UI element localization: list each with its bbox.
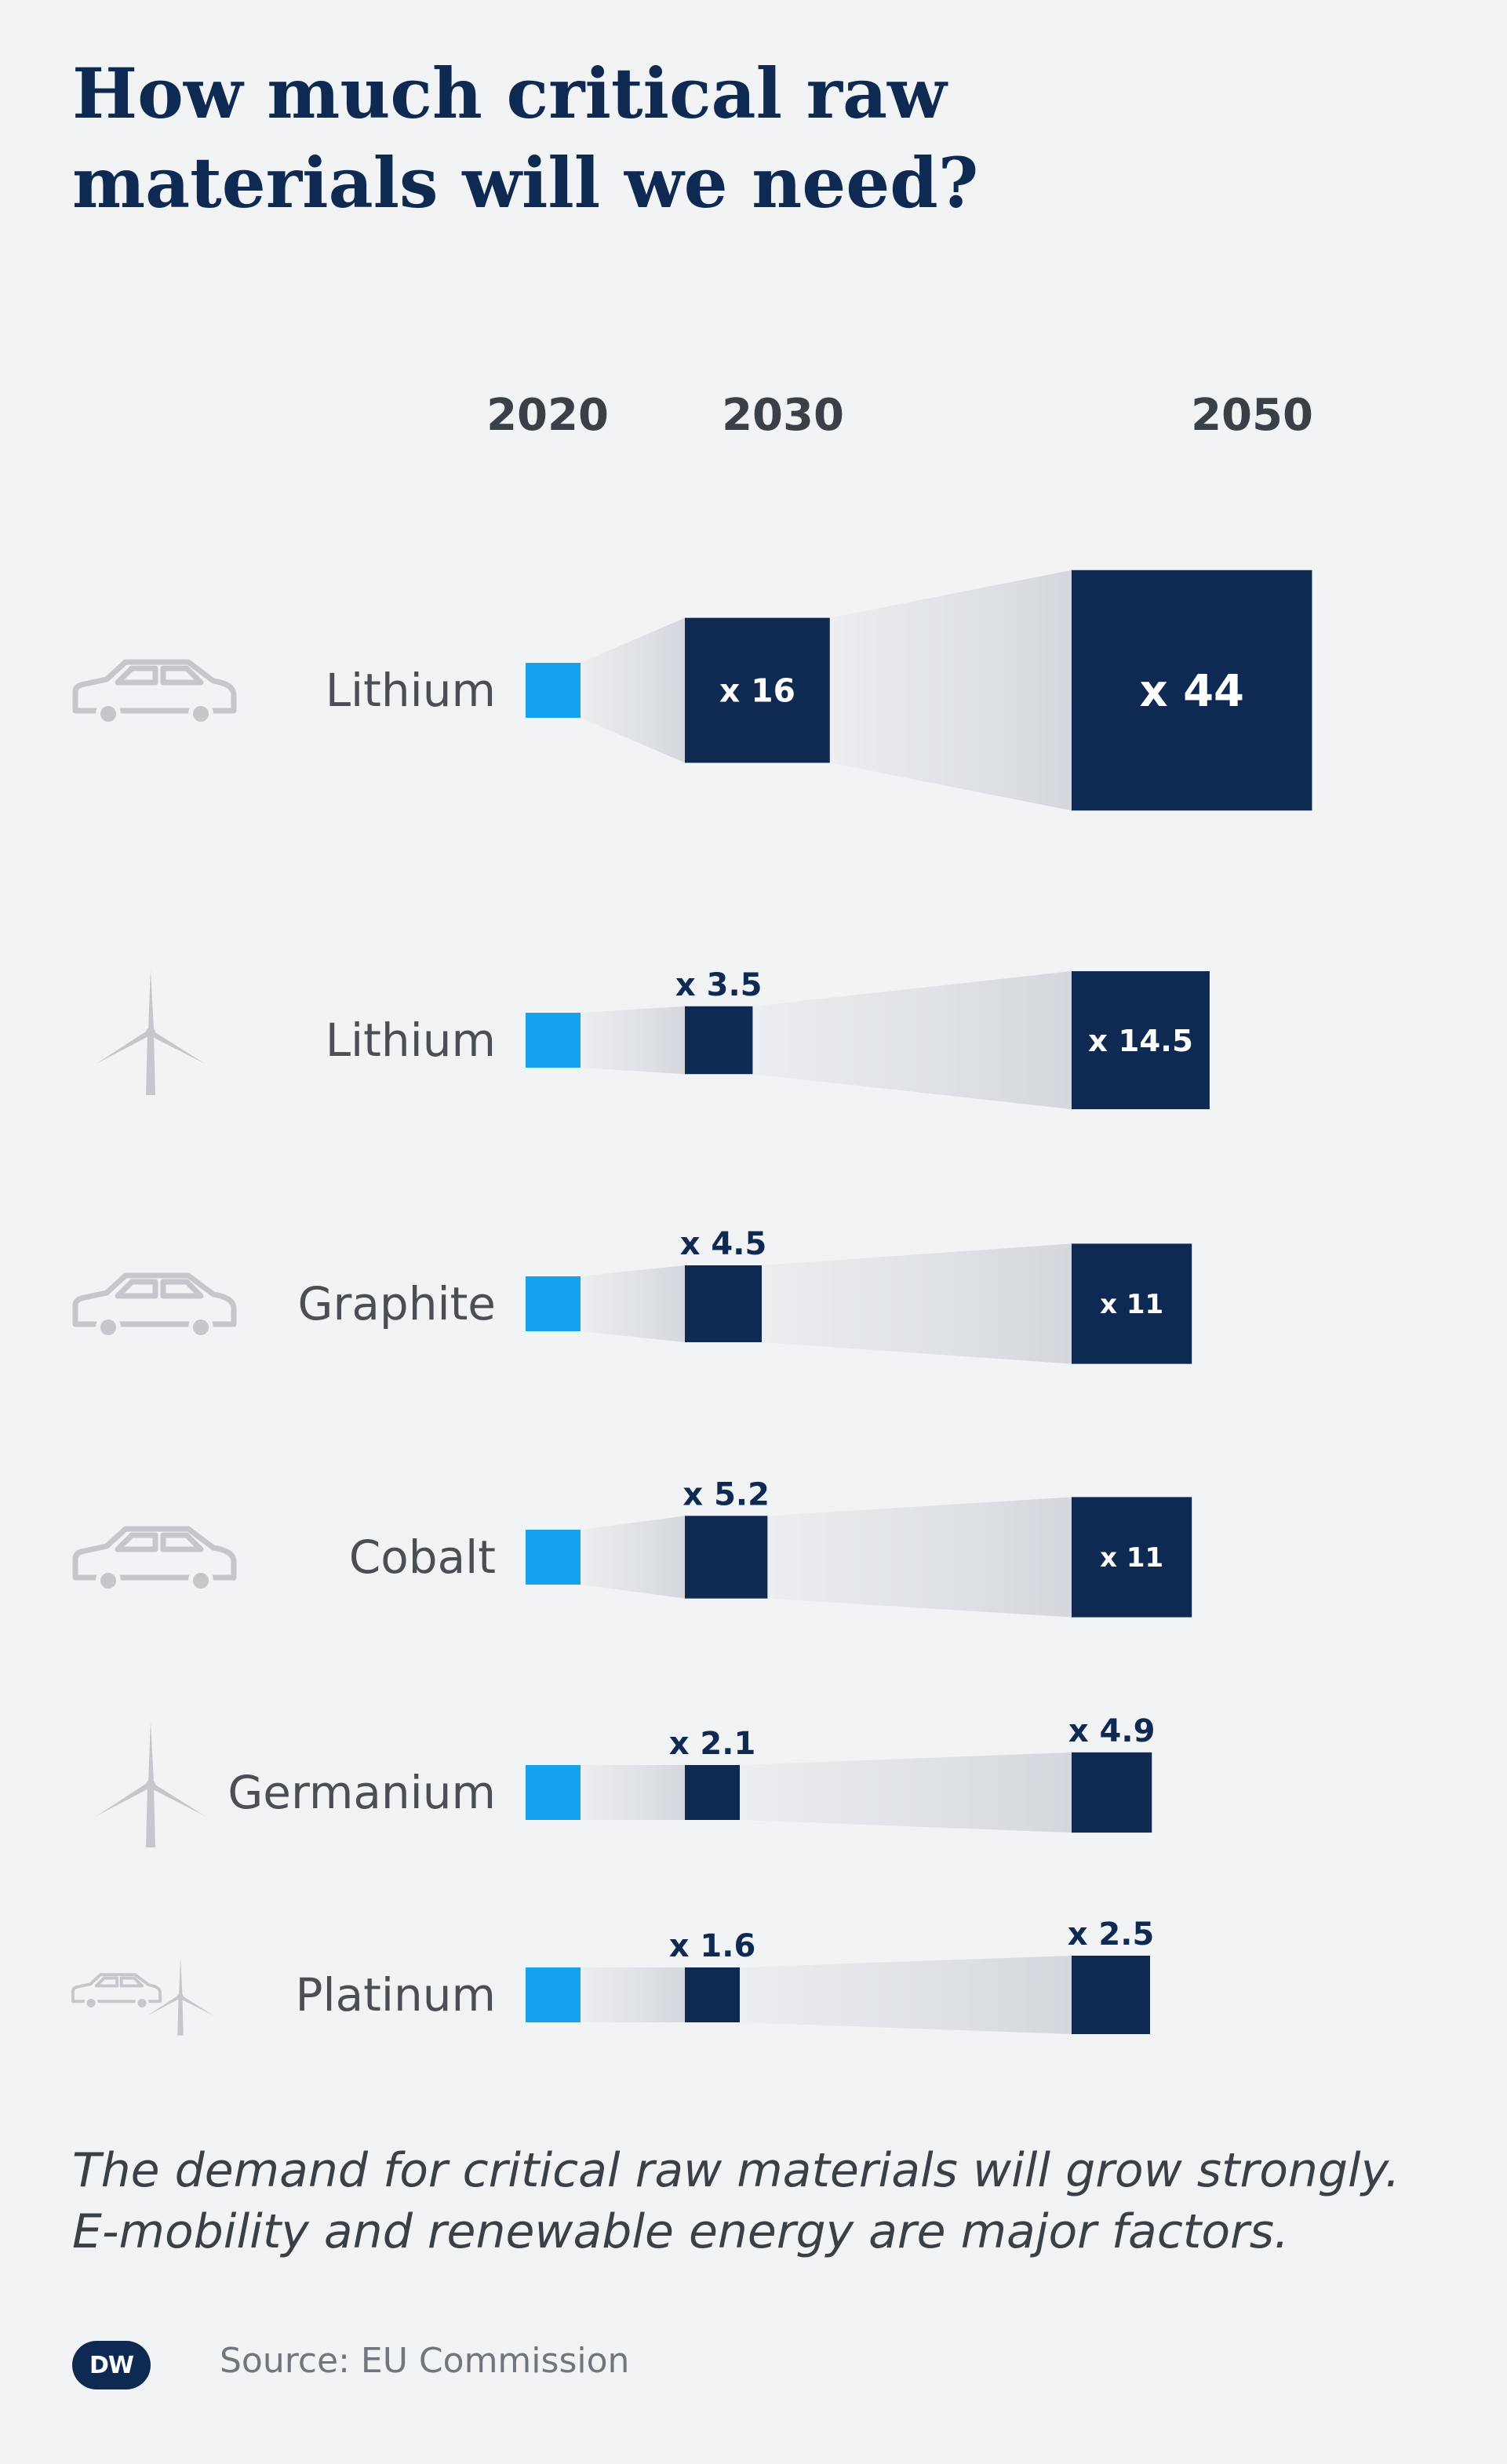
funnel-2030-2050	[740, 1752, 1072, 1833]
chart-row-6: x 1.6 x 2.5 Platinum	[295, 1916, 1154, 2034]
box-2050	[1072, 570, 1312, 811]
material-label: Germanium	[228, 1766, 496, 1819]
value-label-2030: x 4.5	[680, 1226, 767, 1262]
box-2020	[526, 1530, 581, 1585]
year-label-2020: 2020	[486, 390, 609, 441]
car-icon	[72, 659, 237, 726]
box-2020	[526, 1013, 581, 1068]
value-label-2030: x 2.1	[669, 1726, 756, 1762]
value-label-2050: x 4.9	[1068, 1713, 1156, 1749]
value-label-2030: x 16	[719, 672, 795, 710]
chart-row-4: x 5.2 x 11 Cobalt	[349, 1476, 1192, 1618]
box-2030	[685, 1967, 740, 2022]
funnel-2030-2050	[740, 1956, 1072, 2034]
year-label-2050: 2050	[1191, 390, 1313, 441]
funnel-2030-2050	[762, 1243, 1072, 1364]
box-2050	[1072, 1243, 1192, 1364]
material-label: Lithium	[326, 664, 496, 717]
car-icon	[72, 1526, 237, 1593]
box-2030	[685, 1265, 763, 1343]
value-label-2030: x 1.6	[669, 1928, 756, 1964]
material-label: Cobalt	[349, 1530, 496, 1584]
box-2020	[526, 1967, 581, 2022]
box-2030	[685, 617, 830, 763]
car-icon	[72, 1272, 237, 1340]
box-2020	[526, 1765, 581, 1820]
footnote: The demand for critical raw materials wi…	[72, 2140, 1453, 2262]
funnel-2020-2030	[581, 1265, 685, 1343]
car-icon	[71, 1973, 162, 2011]
value-label-2050: x 11	[1100, 1289, 1163, 1320]
value-label-2050: x 2.5	[1068, 1916, 1155, 1953]
box-2020	[526, 663, 581, 718]
value-label-2050: x 44	[1139, 666, 1244, 717]
wind-turbine-icon	[96, 1722, 206, 1847]
box-2050	[1072, 1956, 1150, 2034]
box-2030	[685, 1006, 753, 1075]
source-text: Source: EU Commission	[220, 2341, 630, 2381]
value-label-2050: x 14.5	[1088, 1024, 1193, 1059]
footnote-line-1: The demand for critical raw materials wi…	[72, 2143, 1400, 2198]
footnote-line-2: E-mobility and renewable energy are majo…	[72, 2204, 1290, 2259]
chart-row-3: x 4.5 x 11 Graphite	[298, 1226, 1192, 1364]
value-label-2050: x 11	[1100, 1542, 1163, 1574]
material-label: Graphite	[298, 1277, 496, 1330]
title-line-1: How much critical raw	[72, 53, 947, 134]
chart-row-2: x 3.5 x 14.5 Lithium	[326, 967, 1210, 1109]
material-label: Lithium	[326, 1014, 496, 1067]
material-label: Platinum	[295, 1968, 496, 2022]
chart-row-1: x 16 x 44 Lithium	[326, 570, 1312, 811]
value-label-2030: x 3.5	[675, 967, 763, 1003]
year-label-2030: 2030	[722, 390, 844, 441]
wind-turbine-icon	[96, 970, 206, 1095]
funnel-2030-2050	[752, 971, 1072, 1109]
value-label-2030: x 5.2	[683, 1476, 770, 1512]
box-2050	[1072, 1497, 1192, 1618]
box-2020	[526, 1276, 581, 1331]
box-2030	[685, 1516, 768, 1599]
chart-title: How much critical raw materials will we …	[72, 49, 1170, 227]
funnel-2020-2030	[581, 1516, 685, 1599]
wind-turbine-icon	[147, 1957, 214, 2036]
funnel-2020-2030	[581, 1765, 685, 1820]
funnel-2020-2030	[581, 1006, 685, 1075]
title-line-2: materials will we need?	[72, 142, 979, 224]
dw-logo: DW	[72, 2341, 151, 2389]
funnel-2030-2050	[829, 570, 1072, 811]
funnel-2030-2050	[767, 1497, 1072, 1618]
box-2050	[1072, 1752, 1152, 1833]
funnel-2020-2030	[581, 1967, 685, 2022]
box-2050	[1072, 971, 1210, 1109]
box-2030	[685, 1765, 740, 1820]
chart-row-5: x 2.1 x 4.9 Germanium	[228, 1713, 1155, 1833]
funnel-2020-2030	[581, 617, 685, 763]
